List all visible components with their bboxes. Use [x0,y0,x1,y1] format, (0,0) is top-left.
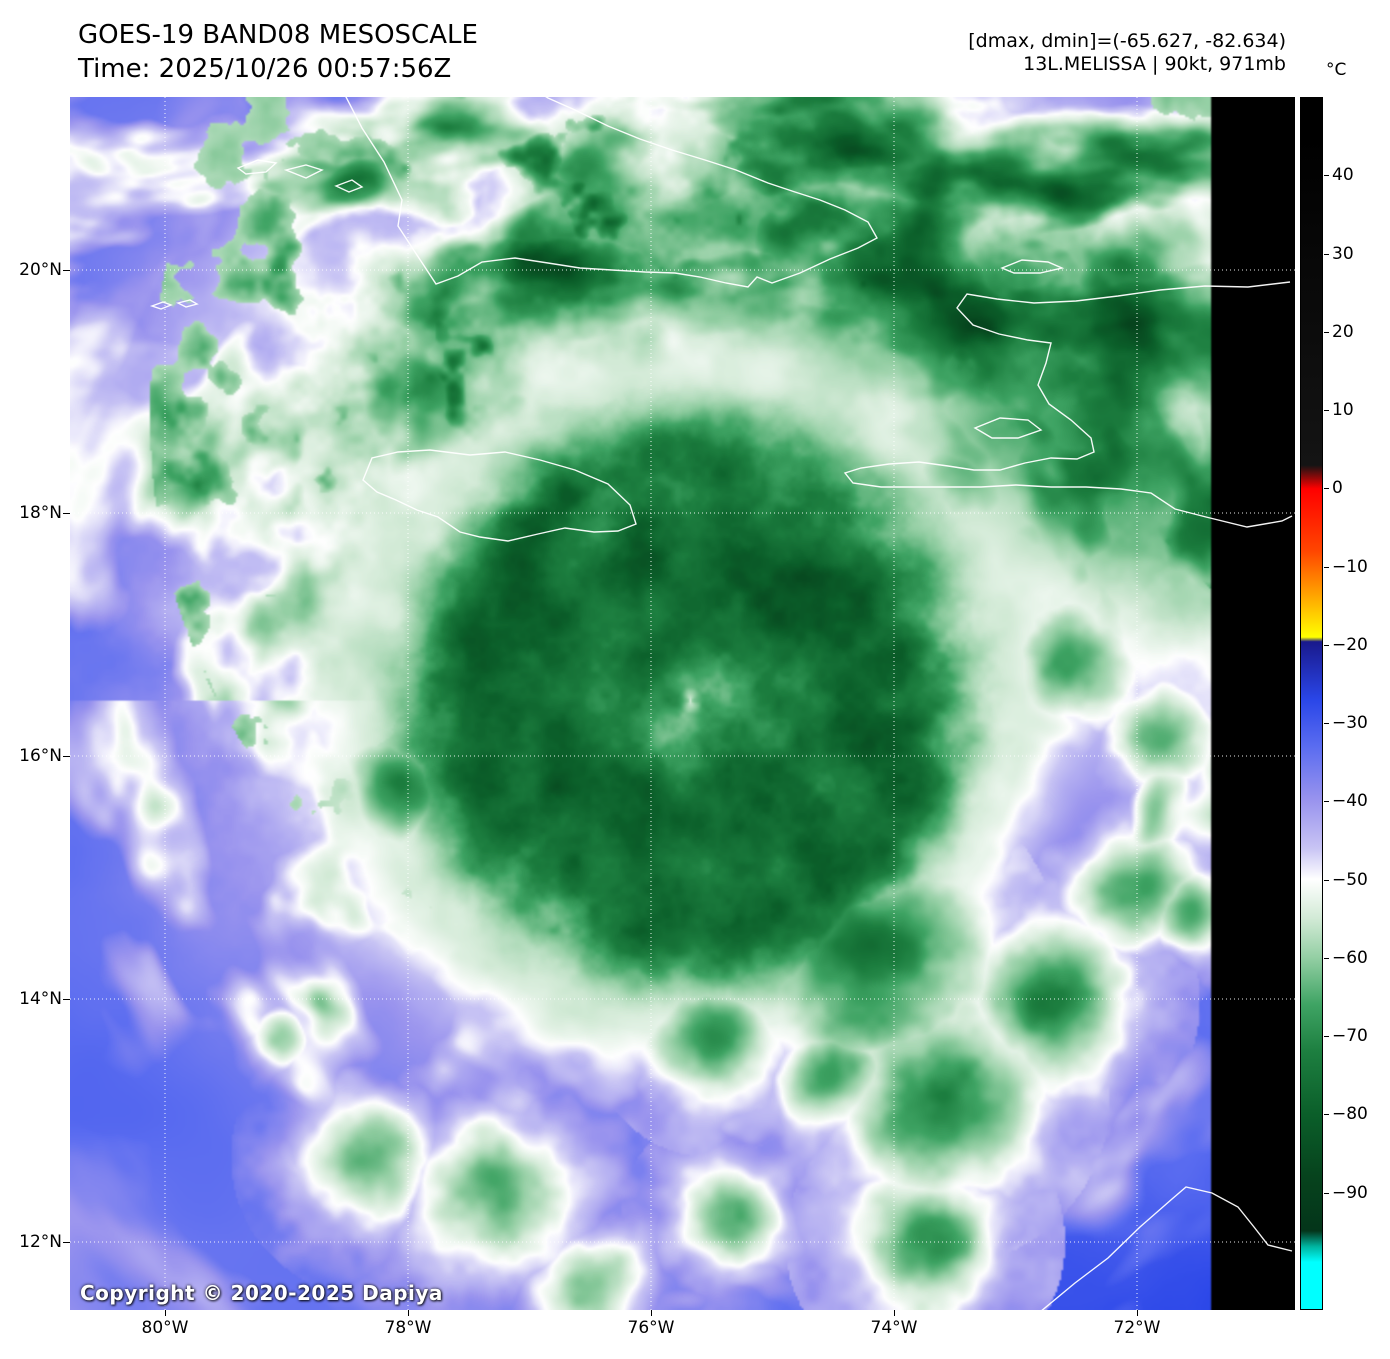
lat-label: 20°N [19,260,62,280]
colorbar-tick-mark [1324,331,1329,333]
lon-label: 74°W [870,1318,918,1338]
storm-info: 13L.MELISSA | 90kt, 971mb [1023,53,1286,75]
lat-label: 16°N [19,746,62,766]
timestamp: Time: 2025/10/26 00:57:56Z [78,54,452,84]
lat-tick-mark [63,756,70,757]
colorbar-tick-mark [1324,957,1329,959]
colorbar-gradient [1301,98,1322,1309]
lat-label: 18°N [19,503,62,523]
colorbar-tick-label: 10 [1332,400,1354,421]
lon-tick-mark [894,1310,895,1316]
colorbar-tick-mark [1324,1114,1329,1116]
colorbar-tick-mark [1324,410,1329,412]
lat-tick-mark [63,270,70,271]
lat-tick-mark [63,513,70,514]
colorbar-tick-label: −30 [1332,713,1368,734]
colorbar-tick-label: −50 [1332,869,1368,890]
lat-tick-mark [63,999,70,1000]
lon-label: 80°W [141,1318,189,1338]
colorbar [1300,97,1323,1310]
colorbar-tick-label: −90 [1332,1182,1368,1203]
dmax-dmin-readout: [dmax, dmin]=(-65.627, -82.634) [968,30,1286,52]
colorbar-tick-mark [1324,175,1329,177]
colorbar-tick-label: −60 [1332,947,1368,968]
lon-label: 72°W [1113,1318,1161,1338]
lon-tick-mark [408,1310,409,1316]
lon-tick-mark [1137,1310,1138,1316]
lat-label: 12°N [19,1232,62,1252]
colorbar-tick-mark [1324,1036,1329,1038]
colorbar-tick-mark [1324,644,1329,646]
header-left: GOES-19 BAND08 MESOSCALE Time: 2025/10/2… [78,18,478,86]
colorbar-tick-label: −10 [1332,556,1368,577]
colorbar-tick-mark [1324,488,1329,490]
colorbar-tick-mark [1324,1192,1329,1194]
lon-label: 76°W [627,1318,675,1338]
lat-tick-mark [63,1242,70,1243]
page-title: GOES-19 BAND08 MESOSCALE [78,20,478,50]
colorbar-tick-mark [1324,801,1329,803]
colorbar-tick-label: −80 [1332,1104,1368,1125]
colorbar-tick-label: 20 [1332,321,1354,342]
colorbar-tick-mark [1324,566,1329,568]
lon-label: 78°W [384,1318,432,1338]
colorbar-tick-label: 30 [1332,243,1354,264]
colorbar-tick-label: −40 [1332,791,1368,812]
lon-tick-mark [165,1310,166,1316]
colorbar-tick-label: 40 [1332,165,1354,186]
satellite-imagery-canvas [70,97,1295,1310]
lon-tick-mark [651,1310,652,1316]
colorbar-tick-label: −70 [1332,1026,1368,1047]
colorbar-unit-label: °C [1326,60,1347,80]
header-right: [dmax, dmin]=(-65.627, -82.634) 13L.MELI… [968,30,1286,76]
colorbar-tick-mark [1324,879,1329,881]
copyright-watermark: Copyright © 2020-2025 Dapiya [80,1281,443,1305]
lat-label: 14°N [19,989,62,1009]
colorbar-tick-mark [1324,253,1329,255]
colorbar-tick-label: −20 [1332,634,1368,655]
satellite-map: Copyright © 2020-2025 Dapiya [70,97,1295,1310]
colorbar-tick-label: 0 [1332,478,1343,499]
colorbar-tick-mark [1324,723,1329,725]
